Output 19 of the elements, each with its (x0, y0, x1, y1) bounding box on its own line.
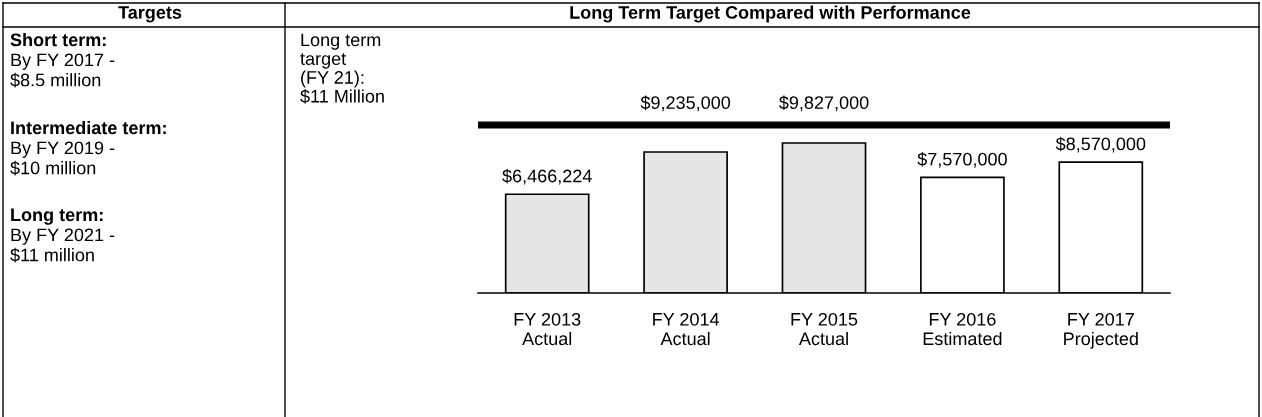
data-label: $8,570,000 (1055, 136, 1146, 153)
data-label: $6,466,224 (502, 168, 592, 185)
text: By FY 2019 - $10 million (10, 141, 115, 176)
chart-title: Long Term Target Compared with Performance (570, 5, 971, 23)
data-label: $7,570,000 (917, 151, 1007, 168)
x-tick-label: FY 2016 Estimated (923, 312, 1002, 346)
text: Targets (118, 6, 182, 23)
x-tick-label: FY 2014 Actual (653, 312, 720, 346)
x-tick-label: FY 2015 Actual (791, 312, 858, 346)
text: By FY 2021 - $11 million (10, 228, 115, 263)
x-tick-label: FY 2013 Actual (514, 312, 581, 346)
text: Short term: (10, 33, 106, 47)
text: By FY 2017 - $8.5 million (10, 53, 115, 88)
text: Long term target (FY 21): $11 Million (300, 33, 384, 104)
data-label: $9,827,000 (779, 95, 869, 112)
text: Intermediate term: (11, 121, 166, 135)
text: Long term: (11, 208, 103, 225)
x-tick-label: FY 2017 Projected (1064, 312, 1138, 349)
data-label: $9,235,000 (640, 95, 731, 112)
